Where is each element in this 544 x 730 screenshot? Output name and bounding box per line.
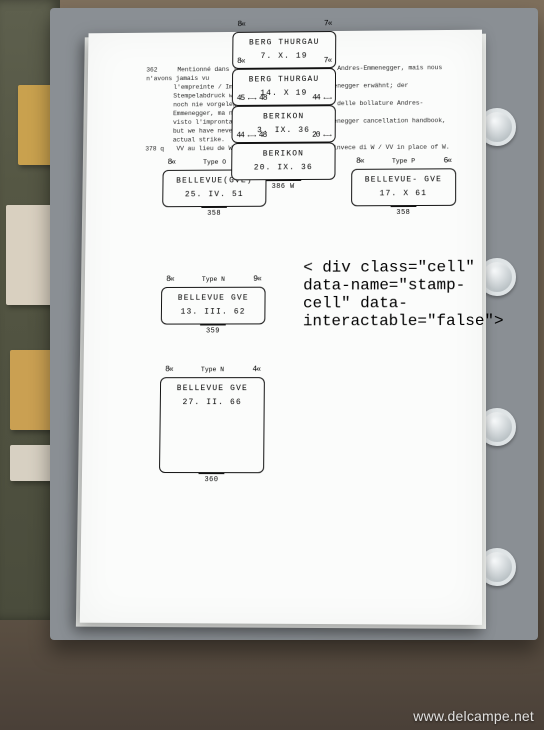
stamp-overlabel: 45 ←→ 48 44 ←→: [233, 92, 335, 104]
stamp-name: BERIKON: [240, 111, 326, 123]
arrow-right-icon: 20 ←→: [312, 130, 331, 142]
stamp-date: 25. IV. 51: [171, 189, 257, 201]
arrow-right-icon: 7«: [324, 55, 332, 67]
type-label: Type N: [201, 364, 224, 376]
arrow-left-icon: 8«: [166, 274, 174, 286]
stamp-cell: 8« Type N 9« BELLEVUE GVE 13. III. 62 35…: [160, 259, 265, 354]
stamp-date: 13. III. 62: [170, 307, 257, 319]
stamp-under: 386 W: [266, 180, 301, 193]
arrow-left-icon: 45 ←→ 48: [237, 93, 267, 105]
stamp: 44 ←→ 48 20 ←→ BERIKON 20. IX. 36 386 W: [231, 142, 336, 180]
arrow-left-icon: 8«: [165, 364, 173, 376]
arrow-left-icon: 8«: [237, 56, 245, 68]
left-card: [18, 85, 54, 165]
arrow-right-icon: 4«: [252, 364, 260, 376]
stamp-name: BERG THURGAU: [241, 74, 327, 86]
stamp-date: 20. IX. 36: [240, 162, 327, 174]
stamp-date: 27. II. 66: [169, 397, 256, 409]
type-label: Type N: [202, 274, 225, 286]
photo-root: 362 Mentionné dans le manuel des oblitér…: [0, 0, 544, 730]
stamp-name: BERIKON: [240, 148, 327, 160]
stamp-under: 358: [390, 206, 416, 219]
binder: 362 Mentionné dans le manuel des oblitér…: [50, 8, 538, 640]
stamp-cell: 44 ←→ 48 20 ←→ BERIKON 20. IX. 36 386 W: [86, 142, 482, 182]
stamp-overlabel: 8« Type N 9«: [162, 274, 264, 286]
stamp: 8« Type N 4« BELLEVUE GVE 27. II. 66 360: [159, 377, 265, 473]
stamp-overlabel: 44 ←→ 48 20 ←→: [232, 130, 334, 142]
stamp: 8« Type N 9« BELLEVUE GVE 13. III. 62 35…: [161, 287, 266, 325]
stamp-under: 359: [200, 325, 226, 338]
stamp-under: 360: [198, 473, 224, 486]
watermark: www.delcampe.net: [413, 708, 534, 724]
stamp-under: 358: [201, 207, 227, 220]
arrow-left-icon: 44 ←→ 48: [236, 130, 266, 142]
arrow-right-icon: 44 ←→: [312, 93, 331, 105]
stamp-overlabel: 8« Type N 4«: [161, 364, 264, 376]
arrow-right-icon: 9«: [253, 274, 261, 286]
stamp-name: BELLEVUE GVE: [170, 293, 257, 305]
stamp-overlabel: 8« 7«: [233, 18, 335, 31]
stamp-date: 17. X 61: [360, 188, 447, 200]
stamp-name: BELLEVUE GVE: [169, 383, 256, 395]
arrow-right-icon: 7«: [324, 18, 332, 30]
page: 362 Mentionné dans le manuel des oblitér…: [80, 30, 482, 625]
stamp-name: BERG THURGAU: [241, 37, 327, 49]
stamp-grid: 8« Type O 6« BELLEVUE(GVE) 25. IV. 51 35…: [158, 140, 441, 594]
stamp-overlabel: 8« 7«: [233, 55, 335, 68]
arrow-left-icon: 8«: [237, 19, 245, 31]
